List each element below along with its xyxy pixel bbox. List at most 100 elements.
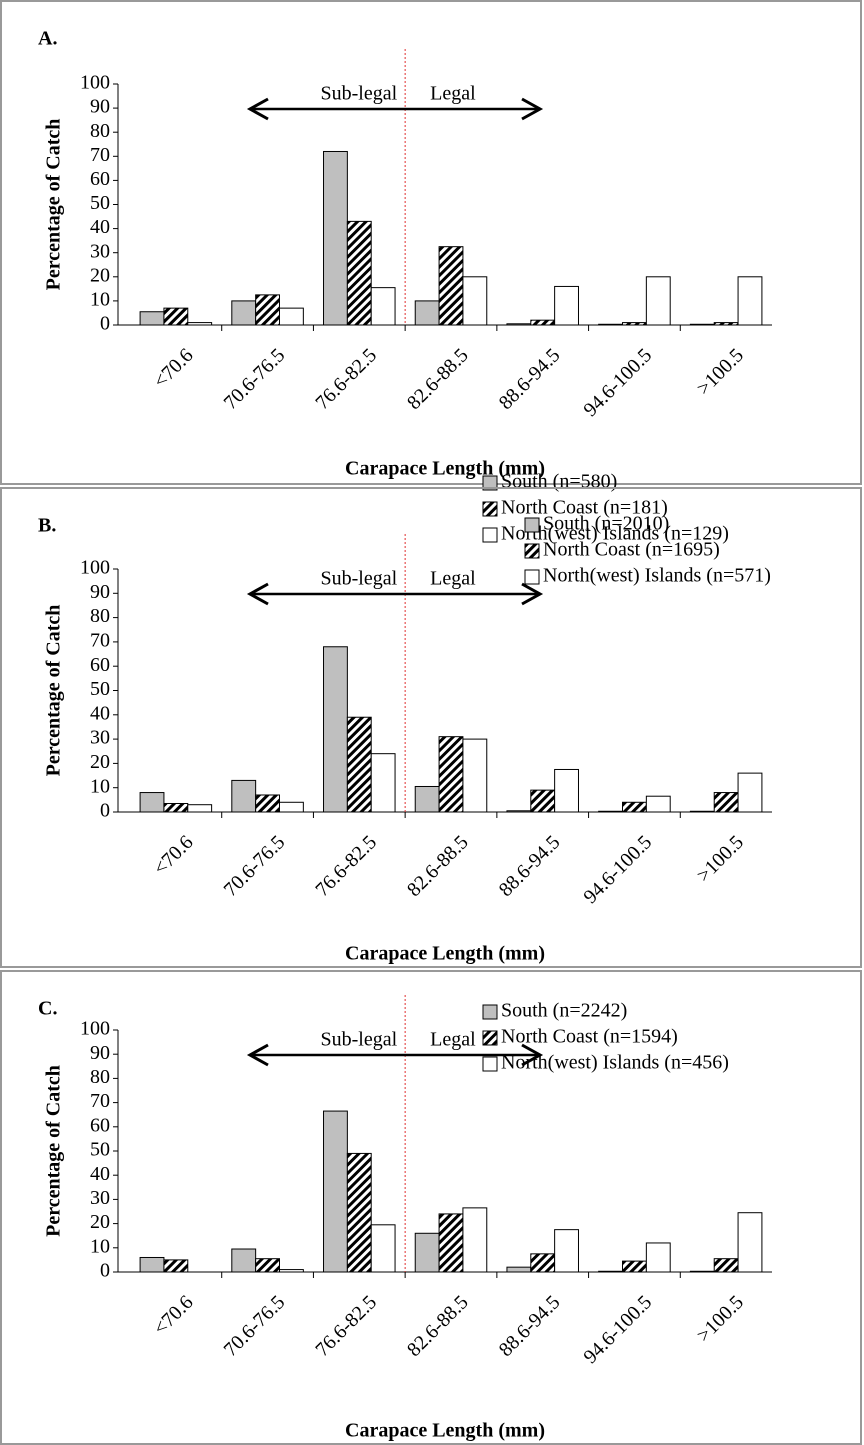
y-tick-label: 40 [90,702,110,724]
y-tick-label: 100 [80,1018,110,1040]
x-tick-label: >100.5 [693,344,748,399]
arrow-head [246,582,269,606]
y-tick-label: 50 [90,678,110,700]
x-tick-label: 76.6-82.5 [311,1291,381,1361]
panel-border [0,487,862,968]
bar [622,801,647,813]
bar [139,311,165,326]
bar [530,319,556,326]
x-tick-label: 88.6-94.5 [495,1291,565,1361]
legend-swatch [482,527,498,543]
y-tick-label: 0 [100,313,110,335]
y-tick-label: 70 [90,629,110,651]
bar [554,285,579,326]
arrow-head [246,1043,269,1067]
bar [346,716,372,813]
y-tick-label: 70 [90,144,110,166]
bar [370,1224,396,1273]
y-tick-label: 70 [90,1090,110,1112]
bar [163,307,189,326]
bar [689,1270,715,1273]
bar [414,785,440,813]
panel-border [0,970,862,1445]
bar [438,246,464,326]
x-axis-title: Carapace Length (mm) [345,458,545,480]
bar [713,1258,739,1273]
bar [713,322,739,326]
bar [554,768,579,813]
bar [530,789,556,813]
x-tick-label: 82.6-88.5 [403,344,473,414]
bar [163,1259,189,1273]
annotation: Legal [430,1029,476,1051]
y-tick-label: 90 [90,581,110,603]
legend-label: North Coast (n=1695) [543,539,720,561]
y-tick-label: 60 [90,1114,110,1136]
bar [737,1212,763,1273]
y-tick-label: 20 [90,1211,110,1233]
y-tick-label: 20 [90,264,110,286]
legend-label: North Coast (n=181) [501,497,668,519]
y-tick-label: 50 [90,1139,110,1161]
x-tick-label: 94.6-100.5 [579,1291,656,1368]
y-tick-label: 60 [90,168,110,190]
x-axis-title: Carapace Length (mm) [345,1420,545,1442]
bar [645,276,671,326]
y-tick-label: 80 [90,605,110,627]
y-tick-label: 0 [100,800,110,822]
x-tick-label: 76.6-82.5 [311,831,381,901]
bar [462,1207,488,1273]
y-tick-label: 80 [90,1066,110,1088]
y-tick-label: 40 [90,216,110,238]
bar [645,795,671,813]
bar [506,323,532,326]
x-tick-label: 88.6-94.5 [495,344,565,414]
y-tick-label: 30 [90,727,110,749]
bar [506,1266,532,1273]
bar [231,779,257,813]
y-tick-label: 80 [90,120,110,142]
legend-swatch [482,1030,498,1046]
y-tick-label: 40 [90,1163,110,1185]
arrow-head [521,1043,544,1067]
arrow-head [246,97,269,121]
x-tick-label: 94.6-100.5 [579,831,656,908]
bar [187,804,213,813]
annotation: Sub-legal [320,1029,397,1051]
legend-swatch [482,1056,498,1072]
bar [346,220,372,326]
bar [506,810,532,813]
bar [689,810,715,813]
bar [737,276,763,326]
bar [323,646,348,813]
bar [598,323,624,326]
bar [370,287,396,326]
bar [139,1256,165,1273]
bar [713,792,739,813]
panel-border [0,0,862,485]
y-tick-label: 60 [90,654,110,676]
legend-swatch [482,1004,498,1020]
y-tick-label: 100 [80,557,110,579]
bar [255,294,280,326]
bar [278,1269,304,1273]
annotation: Sub-legal [320,568,397,590]
bar [622,322,647,326]
bar [530,1253,556,1273]
bar [438,1213,464,1273]
legend-label: North Coast (n=1594) [501,1026,678,1048]
bar [622,1260,647,1273]
y-tick-label: 20 [90,751,110,773]
x-tick-label: 94.6-100.5 [579,344,656,421]
legend-swatch [524,543,540,559]
x-tick-label: 70.6-76.5 [220,1291,290,1361]
x-tick-label: >100.5 [693,1291,748,1346]
bar [462,738,488,813]
annotation: Legal [430,83,476,105]
bar [187,322,213,326]
y-tick-label: 10 [90,288,110,310]
bar [598,810,624,813]
x-tick-label: 70.6-76.5 [220,831,290,901]
bar [689,323,715,326]
bar [278,801,304,813]
